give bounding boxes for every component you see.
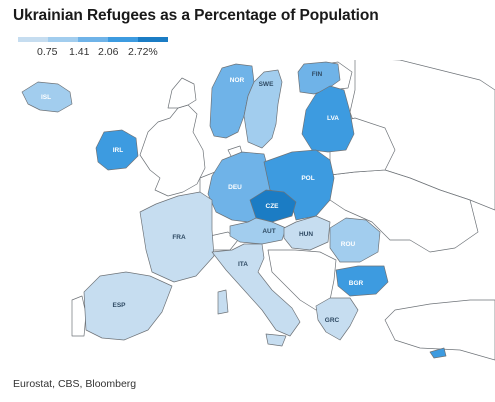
- source-note: Eurostat, CBS, Bloomberg: [13, 378, 137, 390]
- legend-tick-0: 0.75: [37, 46, 58, 58]
- country-ukraine: [329, 169, 479, 253]
- label-isl: ISL: [41, 94, 51, 101]
- country-scotland: [167, 77, 197, 109]
- legend-swatch-2: [78, 37, 108, 42]
- country-hun: [283, 215, 331, 251]
- label-aut: AUT: [262, 228, 275, 235]
- country-isl: [21, 81, 73, 113]
- label-ita: ITA: [238, 261, 248, 268]
- country-aut: [229, 217, 287, 245]
- label-swe: SWE: [259, 81, 274, 88]
- color-legend: 0.75 1.41 2.06 2.72%: [18, 37, 168, 63]
- country-ita-sardinia: [217, 289, 229, 315]
- country-grc: [315, 297, 359, 341]
- country-ita: [211, 243, 301, 337]
- legend-swatch-4: [138, 37, 168, 42]
- country-bgr: [335, 265, 389, 297]
- country-fra: [139, 191, 215, 283]
- europe-choropleth-map: ISL IRL NOR SWE FIN LVA DEU POL CZE AUT …: [21, 60, 495, 361]
- label-hun: HUN: [299, 231, 313, 238]
- chart-title: Ukrainian Refugees as a Percentage of Po…: [13, 7, 379, 24]
- legend-swatch-0: [18, 37, 48, 42]
- label-fra: FRA: [172, 234, 186, 241]
- label-pol: POL: [301, 175, 314, 182]
- country-rou: [329, 217, 381, 263]
- country-esp: [83, 271, 173, 341]
- legend-swatch-1: [48, 37, 78, 42]
- country-lva: [301, 85, 355, 153]
- country-cyp: [429, 347, 447, 359]
- legend-swatch-3: [108, 37, 138, 42]
- country-swe: [243, 69, 283, 149]
- label-fin: FIN: [312, 71, 323, 78]
- data-countries: [21, 61, 447, 359]
- label-lva: LVA: [327, 115, 339, 122]
- label-nor: NOR: [230, 77, 245, 84]
- country-uk: [139, 104, 206, 197]
- country-turkey: [384, 299, 495, 361]
- legend-tick-1: 1.41: [69, 46, 90, 58]
- label-esp: ESP: [112, 302, 126, 309]
- label-rou: ROU: [341, 241, 356, 248]
- label-cze: CZE: [266, 203, 280, 210]
- label-irl: IRL: [113, 147, 124, 154]
- legend-tick-2: 2.06: [98, 46, 119, 58]
- country-labels: ISL IRL NOR SWE FIN LVA DEU POL CZE AUT …: [41, 71, 364, 324]
- country-irl: [95, 129, 139, 171]
- legend-tick-3: 2.72%: [128, 46, 158, 58]
- country-portugal: [71, 295, 87, 337]
- background-countries: [71, 60, 495, 361]
- label-grc: GRC: [325, 317, 340, 324]
- label-deu: DEU: [228, 184, 242, 191]
- label-bgr: BGR: [349, 280, 364, 287]
- country-ita-sicily: [265, 333, 287, 347]
